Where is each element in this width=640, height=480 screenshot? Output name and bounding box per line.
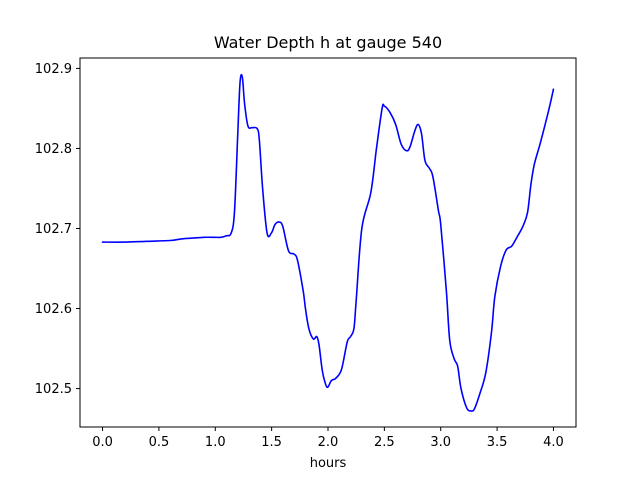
y-tick-label: 102.7 [35, 222, 72, 237]
x-tick-label: 0.5 [149, 435, 170, 450]
x-tick-label: 3.0 [430, 435, 451, 450]
y-tick-label: 102.9 [35, 62, 72, 77]
series-line [101, 73, 555, 412]
series-layer [101, 73, 555, 412]
x-tick-label: 1.0 [205, 435, 226, 450]
axes-frame [79, 57, 577, 428]
x-axis-ticks: 0.0 0.5 1.0 1.5 2.0 2.5 3.0 3.5 4.0 [92, 427, 564, 450]
x-axis-label: hours [310, 456, 347, 471]
chart-title: Water Depth h at gauge 540 [214, 33, 442, 52]
x-tick-label: 4.0 [543, 435, 564, 450]
x-tick-label: 1.5 [261, 435, 282, 450]
x-tick-label: 2.0 [318, 435, 339, 450]
x-tick-label: 3.5 [487, 435, 508, 450]
y-tick-label: 102.5 [35, 382, 72, 397]
y-tick-label: 102.6 [35, 302, 72, 317]
y-axis-ticks: 102.5 102.6 102.7 102.8 102.9 [35, 62, 80, 397]
y-tick-label: 102.8 [35, 142, 72, 157]
x-tick-label: 2.5 [374, 435, 395, 450]
x-tick-label: 0.0 [92, 435, 113, 450]
